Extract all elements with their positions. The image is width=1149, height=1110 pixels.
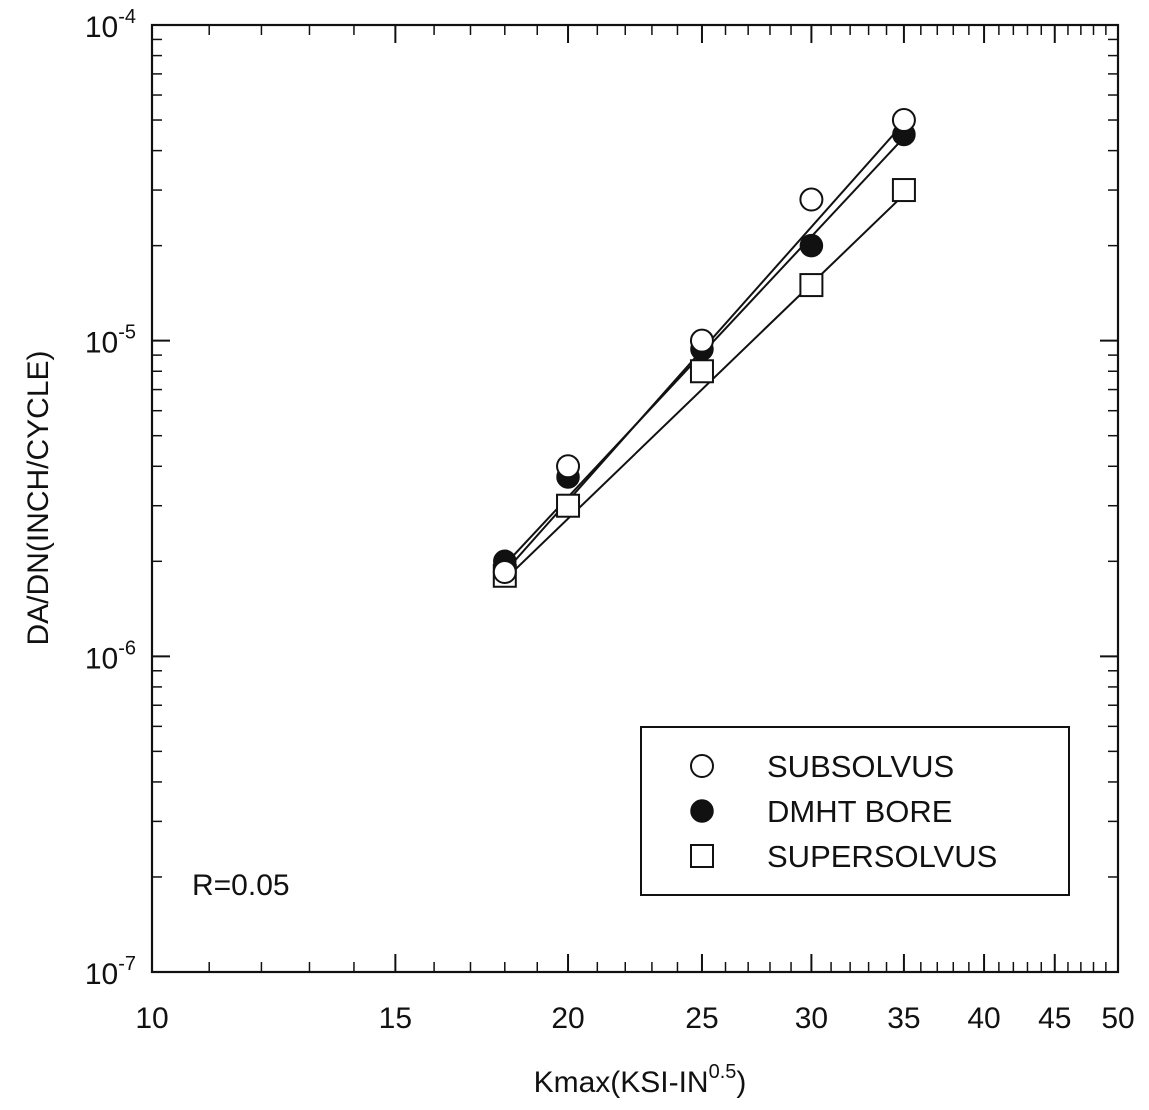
fit-line-supersolvus [504, 193, 905, 581]
data-point-supersolvus [799, 273, 824, 298]
data-point-subsolvus [492, 559, 517, 584]
x-tick-label: 25 [685, 1002, 718, 1035]
y-axis-tick-labels: 10-4 10-5 10-6 10-7 [85, 6, 136, 991]
legend-label: SUPERSOLVUS [767, 839, 997, 874]
data-point-supersolvus [891, 178, 916, 203]
x-axis-tick-labels: 10 15 20 25 30 35 40 45 50 [135, 1002, 1134, 1035]
legend-marker-dmht-bore [690, 799, 714, 823]
data-points [492, 108, 916, 588]
y-tick-label: 10-7 [85, 953, 136, 991]
legend-marker-subsolvus [690, 754, 714, 778]
x-tick-label: 15 [379, 1002, 412, 1035]
y-tick-label: 10-5 [85, 322, 136, 360]
x-tick-label: 40 [967, 1002, 1000, 1035]
y-tick-label: 10-4 [85, 6, 136, 44]
x-tick-label: 20 [551, 1002, 584, 1035]
data-point-supersolvus [556, 493, 581, 518]
data-point-subsolvus [799, 187, 824, 212]
plot-area-border [150, 23, 1120, 974]
data-point-subsolvus [556, 454, 581, 479]
plot-frame [150, 23, 1120, 974]
x-tick-label: 35 [887, 1002, 920, 1035]
legend-label: SUBSOLVUS [767, 749, 954, 784]
x-tick-label: 10 [135, 1002, 168, 1035]
x-tick-label: 50 [1101, 1002, 1134, 1035]
legend-label: DMHT BORE [767, 794, 952, 829]
data-point-dmht-bore [799, 233, 824, 258]
y-tick-label: 10-6 [85, 637, 136, 675]
data-point-subsolvus [689, 328, 714, 353]
x-axis-title: Kmax(KSI-IN0.5) [534, 1061, 747, 1099]
x-tick-label: 30 [795, 1002, 828, 1035]
y-axis-ticks [152, 24, 1118, 973]
legend-marker-supersolvus [690, 844, 714, 868]
y-axis-title: DA/DN(INCH/CYCLE) [22, 350, 55, 645]
x-tick-label: 45 [1038, 1002, 1071, 1035]
data-point-supersolvus [689, 359, 714, 384]
legend: SUBSOLVUS DMHT BORE SUPERSOLVUS [640, 726, 1070, 896]
data-point-subsolvus [891, 108, 916, 133]
ratio-annotation: R=0.05 [192, 869, 290, 902]
x-axis-ticks [151, 25, 1119, 972]
